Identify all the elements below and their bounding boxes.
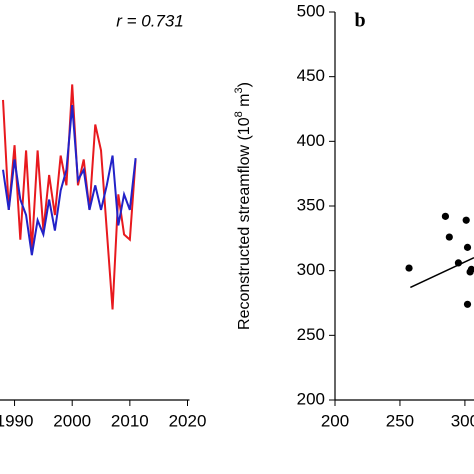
point <box>445 233 453 241</box>
point <box>463 300 472 308</box>
panel-label: b <box>354 10 365 32</box>
y-axis-label: Reconstructed streamflow (108 m3) <box>233 82 253 330</box>
y-tick-label: 500 <box>297 1 325 20</box>
line-series <box>2 105 137 256</box>
y-label-exp: 8 <box>233 111 245 117</box>
y-tick-label: 250 <box>297 325 325 344</box>
x-tick-label: 2000 <box>53 411 91 430</box>
point <box>441 212 450 220</box>
y-tick-label: 350 <box>297 195 325 214</box>
point <box>463 243 472 251</box>
x-tick-label: 200 <box>321 411 349 430</box>
point <box>405 264 413 272</box>
y-tick-label: 400 <box>297 131 325 150</box>
y-tick-label: 450 <box>297 66 325 85</box>
y-tick-label: 200 <box>297 389 325 408</box>
point <box>462 216 470 224</box>
point <box>466 268 474 276</box>
y-label-text: m <box>236 94 253 112</box>
y-label-text: ) <box>236 82 253 87</box>
fit-line <box>410 257 474 289</box>
annotation: r = 0.731 <box>116 11 184 30</box>
y-label-exp: 3 <box>233 87 245 93</box>
x-tick-label: 300 <box>451 411 474 430</box>
point <box>454 259 463 267</box>
y-tick-label: 300 <box>297 260 325 279</box>
x-tick-label: 2010 <box>111 411 149 430</box>
x-tick-label: 2020 <box>169 411 207 430</box>
y-label-text: Reconstructed streamflow (10 <box>236 117 253 330</box>
x-tick-label: 250 <box>386 411 414 430</box>
x-tick-label: 1990 <box>0 411 33 430</box>
